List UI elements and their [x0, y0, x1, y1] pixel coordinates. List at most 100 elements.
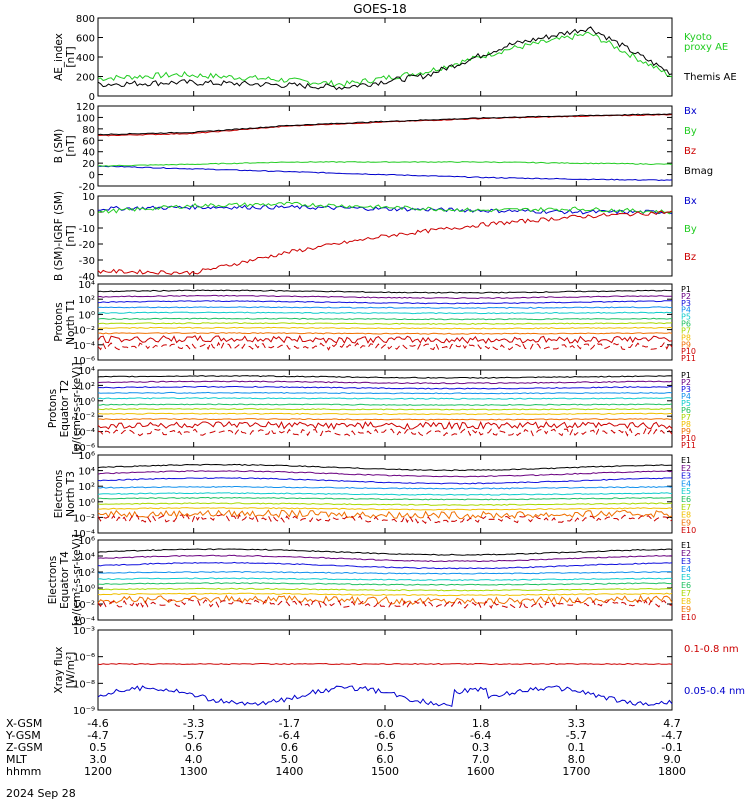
panel-pe: 10⁴ 10² 10⁰ 10⁻² 10⁻⁴ 10⁻⁶ Protons Equator T2 [p… [47, 362, 696, 454]
x-axis-value: -4.7 [661, 729, 682, 742]
legend-entry: P4 [681, 306, 691, 315]
legend-entry: By [684, 224, 697, 235]
x-axis-value: 1200 [84, 765, 112, 778]
panel-ee: 10⁶ 10⁴ 10² 10⁰ 10⁻² 10⁻⁴ Electrons Equator T4[… [47, 534, 696, 627]
y-tick-label: 10⁰ [78, 584, 95, 595]
y-axis-label: Electrons [53, 470, 65, 519]
series-line [97, 334, 673, 345]
x-axis-value: 0.3 [472, 741, 490, 754]
y-tick-label: 10⁴ [78, 552, 95, 563]
series-line [97, 161, 673, 167]
series-line [97, 391, 673, 395]
series-line [97, 554, 673, 563]
y-tick-label: 10⁻⁸ [73, 679, 95, 690]
y-tick-label: 600 [76, 34, 95, 45]
y-tick-label: 80 [82, 125, 95, 136]
x-axis-value: 1400 [275, 765, 303, 778]
legend-entry: E6 [681, 581, 691, 590]
legend-entry: E10 [681, 613, 696, 622]
legend-entry: P3 [681, 385, 691, 394]
series-line [97, 408, 673, 411]
y-tick-label: 10⁰ [78, 397, 95, 408]
x-axis-value: -5.7 [183, 729, 204, 742]
series-line [97, 380, 673, 385]
x-axis-value: 0.6 [185, 741, 203, 754]
y-axis-label: Equator T4 [59, 551, 71, 609]
y-axis-label: Xray flux [53, 647, 65, 694]
series-line [97, 306, 673, 309]
y-tick-label: 40 [82, 148, 95, 159]
x-axis-row-label: Z-GSM [6, 741, 43, 754]
legend-entry: P2 [681, 292, 691, 301]
y-axis-label: B (SM) [53, 129, 65, 163]
legend-entry: P5 [681, 313, 691, 322]
x-axis-value: 9.0 [663, 753, 681, 766]
panel-bigrf: 10 0 -10 -20 -30 -40 B (SM)-IGRF (SM) [nT] Bx By B… [53, 191, 697, 283]
y-tick-label: 10⁴ [78, 366, 95, 377]
x-axis-value: -6.6 [374, 729, 395, 742]
y-tick-label: -20 [79, 240, 95, 251]
y-tick-label: 10⁻⁴ [73, 428, 95, 439]
plot-title: GOES-18 [353, 2, 407, 16]
x-axis-value: -3.3 [183, 717, 204, 730]
series-line [97, 385, 673, 390]
legend-entry: P5 [681, 399, 691, 408]
series-line [98, 496, 672, 501]
legend-entry: P11 [681, 441, 696, 450]
x-axis-value: 4.7 [663, 717, 681, 730]
series-line [97, 294, 672, 300]
legend-entry: E7 [681, 589, 691, 598]
legend-entry: Bx [684, 106, 697, 117]
legend-entry: Kyoto [684, 32, 712, 43]
y-tick-label: 10⁻⁴ [73, 529, 95, 540]
x-axis-value: -4.6 [87, 717, 108, 730]
legend-entry: E2 [681, 464, 691, 473]
date-label: 2024 Sep 28 [6, 787, 76, 800]
series-line [97, 322, 673, 325]
legend-entry: E10 [681, 526, 696, 535]
y-tick-label: 10⁶ [78, 536, 95, 547]
series-line [98, 570, 673, 575]
legend-entry: E9 [681, 605, 691, 614]
legend-entry: By [684, 126, 697, 137]
legend-entry: P1 [681, 285, 691, 294]
y-tick-label: 10⁻² [73, 326, 95, 337]
legend-entry: E1 [681, 541, 691, 550]
y-tick-label: 20 [82, 159, 95, 170]
y-tick-label: 10⁻⁶ [73, 443, 95, 454]
legend-entry: 0.05-0.4 nm [684, 686, 745, 697]
y-tick-label: 10⁻⁴ [73, 341, 95, 352]
legend-entry: proxy AE [684, 42, 728, 53]
x-axis-value: -1.7 [279, 717, 300, 730]
series-line [97, 397, 673, 400]
series-line [97, 599, 673, 609]
legend-entry: E6 [681, 495, 691, 504]
x-axis-value: 6.0 [376, 753, 394, 766]
legend-entry: P11 [681, 354, 696, 363]
y-tick-label: -40 [79, 272, 95, 283]
series-line [97, 470, 673, 478]
y-tick-label: 10⁻⁶ [73, 356, 95, 367]
y-tick-label: 200 [76, 73, 95, 84]
y-tick-label: 10⁴ [78, 280, 95, 291]
series-line [97, 31, 673, 88]
legend-entry: E1 [681, 456, 691, 465]
y-axis-label: North T3 [65, 471, 77, 517]
y-tick-label: 10² [78, 381, 95, 392]
x-axis-value: -6.4 [279, 729, 300, 742]
series-line [97, 662, 673, 666]
legend-entry: E3 [681, 557, 691, 566]
series-line [97, 26, 673, 91]
series-line [97, 577, 672, 582]
y-tick-label: -30 [79, 256, 95, 267]
y-tick-label: 10⁶ [78, 451, 95, 462]
panel-pn: 10⁴ 10² 10⁰ 10⁻² 10⁻⁴ 10⁻⁶ Protons North T1 P1P2… [53, 280, 696, 367]
series-line [98, 332, 673, 335]
series-line [97, 582, 673, 586]
panel-frame [97, 629, 673, 711]
legend-entry: Bz [684, 146, 696, 157]
x-axis-row-label: X-GSM [6, 717, 42, 730]
x-axis-table: X-GSM -4.6 -3.3 -1.7 0.0 1.8 3.3 4.7 Y-GSM -4.7 -5… [5, 717, 686, 778]
